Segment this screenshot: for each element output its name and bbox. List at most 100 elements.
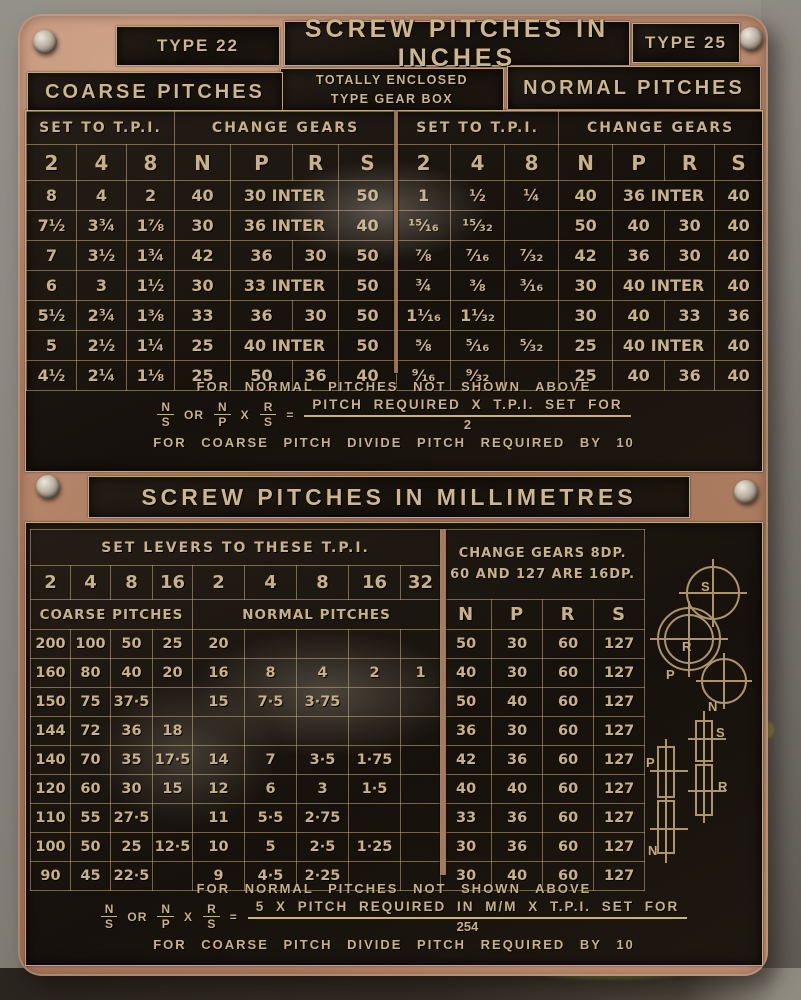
table-cell: 25 [558, 360, 614, 391]
table-cell: 30 [664, 210, 716, 241]
table-cell [296, 629, 349, 659]
table-cell: 4½ [26, 360, 77, 391]
table-cell [348, 629, 401, 659]
table-cell: 50 [110, 629, 153, 659]
formula-line1: FOR NORMAL PITCHES NOT SHOWN ABOVE [196, 379, 592, 394]
gear-col-n: N [440, 599, 493, 630]
table-row: 6 3 1½ 30 33 INTER 50 ¾ ⅜ ³⁄₁₆ 30 40 INTER 40 [26, 270, 764, 301]
table-cell: 40 [714, 180, 764, 211]
inches-table: SET TO T.P.I. CHANGE GEARS SET TO T.P.I.… [25, 111, 764, 391]
table-cell: ⁹⁄₁₆ [396, 360, 452, 391]
table-cell: ¹⁵⁄₃₂ [450, 210, 506, 241]
table-cell: ³⁄₁₆ [504, 270, 560, 301]
table-cell: 36 [491, 803, 544, 833]
table-cell: 8 [244, 658, 297, 688]
table-cell: 40 [440, 658, 493, 688]
type-22-box: TYPE 22 [116, 26, 280, 66]
table-cell: 2¾ [76, 300, 127, 331]
table-cell: 30 [491, 629, 544, 659]
table-cell: 40 INTER [230, 330, 340, 361]
table-cell: 40 [612, 360, 666, 391]
table-cell: 25 [110, 832, 153, 862]
gear-col-p: P [491, 599, 544, 630]
table-cell: 30 [292, 300, 340, 331]
table-cell: 16 [192, 658, 245, 688]
inches-title-box: SCREW PITCHES IN INCHES [284, 15, 630, 72]
gear-label-s: S [701, 579, 710, 594]
times-token: X [184, 909, 194, 924]
table-cell: 20 [192, 629, 245, 659]
tpi-header: 4 [244, 565, 297, 600]
table-cell: 127 [593, 629, 646, 659]
table-cell [192, 716, 245, 746]
table-cell [399, 774, 442, 804]
tpi-header: 2 [192, 565, 245, 600]
column-header: P [230, 144, 294, 181]
table-cell: 60 [542, 716, 595, 746]
table-cell [348, 803, 401, 833]
table-cell: 120 [30, 774, 71, 804]
column-header: S [714, 144, 764, 181]
table-cell: 33 [664, 300, 716, 331]
table-cell: 3·75 [296, 687, 349, 717]
table-cell: 17·5 [152, 745, 193, 775]
table-cell: 1¼ [125, 330, 176, 361]
table-cell [399, 832, 442, 862]
table-cell: 7½ [26, 210, 77, 241]
gear-label-p: P [666, 667, 675, 682]
table-cell: 72 [70, 716, 111, 746]
table-cell: 12 [192, 774, 245, 804]
table-cell: ⁵⁄₁₆ [450, 330, 506, 361]
table-cell: ¾ [396, 270, 452, 301]
table-cell: ⁷⁄₃₂ [504, 240, 560, 271]
coarse-pitches-label: COARSE PITCHES [45, 80, 265, 103]
normal-pitches-label: NORMAL PITCHES [523, 76, 745, 99]
table-cell: 36 [230, 300, 294, 331]
table-cell: 7 [26, 240, 77, 271]
screw-top-right [739, 27, 763, 51]
screw-middle-left [36, 475, 60, 499]
table-cell: 1¾ [125, 240, 176, 271]
table-cell: 3 [296, 774, 349, 804]
table-cell: 60 [542, 774, 595, 804]
table-cell: 36 [491, 745, 544, 775]
table-cell: ⅝ [396, 330, 452, 361]
table-cell: 30 [558, 270, 614, 301]
table-cell: 80 [70, 658, 111, 688]
fraction-r-s: R S [203, 902, 220, 931]
table-cell: 127 [593, 803, 646, 833]
table-cell: 37·5 [110, 687, 153, 717]
table-cell: 8 [26, 180, 77, 211]
table-cell: 127 [593, 745, 646, 775]
table-cell: 1·25 [348, 832, 401, 862]
table-row: 150 75 37·5 15 7·5 3·75 50 40 60 127 [30, 687, 646, 717]
table-cell: 60 [542, 745, 595, 775]
tpi-header: 4 [70, 565, 111, 600]
fraction-n-s: N S [100, 902, 118, 931]
tpi-header: 8 [110, 565, 153, 600]
table-cell [399, 716, 442, 746]
table-cell: 1½ [125, 270, 176, 301]
table-cell: 25 [558, 330, 614, 361]
table-cell: 42 [440, 745, 493, 775]
table-cell: 40 [714, 270, 764, 301]
table-cell: 2 [125, 180, 176, 211]
mm-coarse-label: COARSE PITCHES [30, 599, 193, 630]
table-cell: 36 [664, 360, 716, 391]
inches-formula: FOR NORMAL PITCHES NOT SHOWN ABOVE N S O… [26, 379, 762, 450]
table-cell [504, 300, 560, 331]
table-row: 200 100 50 25 20 50 30 60 127 [30, 629, 646, 659]
table-cell: 3·5 [296, 745, 349, 775]
table-cell: 40 [714, 330, 764, 361]
table-cell: 2·5 [296, 832, 349, 862]
fraction-n-p: N P [214, 400, 231, 429]
table-row: 140 70 35 17·5 14 7 3·5 1·75 42 36 60 127 [30, 745, 646, 775]
table-row: 100 50 25 12·5 10 5 2·5 1·25 30 36 60 127 [30, 832, 646, 862]
column-header: 2 [26, 144, 77, 181]
column-header: S [338, 144, 398, 181]
table-cell: 50 [338, 270, 398, 301]
enclosed-line2: TYPE GEAR BOX [330, 92, 454, 106]
table-cell: 25 [174, 330, 232, 361]
table-cell: 75 [70, 687, 111, 717]
